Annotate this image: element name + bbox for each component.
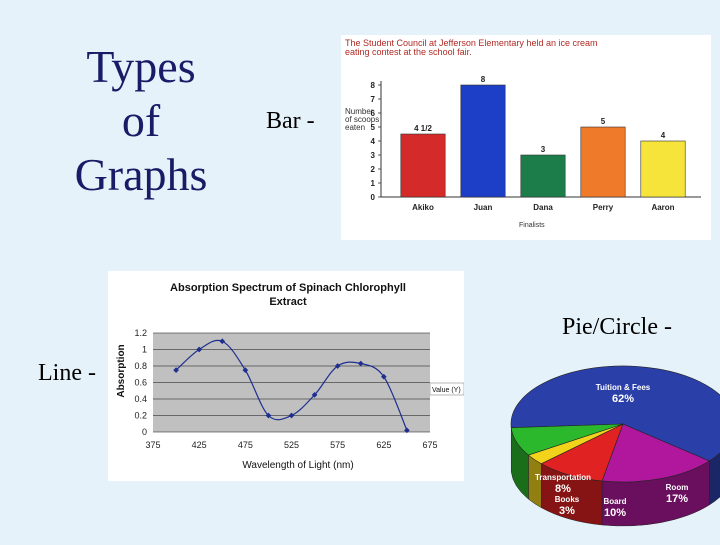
line-x-tick-label: 375 bbox=[145, 440, 160, 450]
line-y-tick-label: 0 bbox=[142, 427, 147, 437]
pie-chart-panel: Tuition & Fees 62% Room 17% Board 10% Books 3% T… bbox=[505, 352, 720, 540]
pie-slice-value: 8% bbox=[555, 483, 571, 495]
bar bbox=[640, 140, 686, 198]
line-label: Line - bbox=[38, 360, 96, 386]
line-point bbox=[288, 412, 295, 419]
line-x-tick-label: 675 bbox=[422, 440, 437, 450]
line-point bbox=[242, 367, 249, 373]
pie-slice-label: Books bbox=[555, 495, 580, 504]
title-line: of bbox=[121, 95, 161, 146]
line-point bbox=[219, 338, 226, 345]
pie-slice bbox=[510, 423, 624, 456]
bar-value-label: 3 bbox=[541, 145, 546, 154]
bar-category-label: Aaron bbox=[651, 203, 674, 212]
bar bbox=[460, 84, 506, 198]
pie-slice-label: Transportation bbox=[535, 473, 591, 482]
title-line: Types bbox=[86, 41, 196, 92]
line-y-tick-label: 0.2 bbox=[134, 411, 147, 421]
pie-slice-value: 17% bbox=[666, 493, 688, 505]
bar-value-label: 8 bbox=[481, 75, 486, 84]
line-point bbox=[404, 427, 410, 434]
bar-category-label: Akiko bbox=[412, 203, 434, 212]
bar-chart: The Student Council at Jefferson Element… bbox=[345, 38, 701, 229]
bar-xlabel: Finalists bbox=[519, 222, 545, 229]
line-legend: Value (Y) bbox=[432, 387, 461, 394]
line-y-tick-label: 1.2 bbox=[134, 328, 147, 338]
bar-chart-title-line2: eating contest at the school fair. bbox=[345, 47, 472, 57]
line-y-tick-label: 1 bbox=[142, 345, 147, 355]
pie-slice-value: 10% bbox=[604, 507, 626, 519]
pie-slice-label: Board bbox=[603, 497, 626, 506]
bar bbox=[520, 154, 566, 198]
line-y-tick-label: 0.6 bbox=[134, 378, 147, 388]
bar-value-label: 4 1/2 bbox=[414, 124, 432, 133]
bar-y-tick-label: 2 bbox=[371, 165, 376, 174]
line-y-tick-label: 0.4 bbox=[134, 394, 147, 404]
bar-category-label: Juan bbox=[474, 203, 493, 212]
title-line: Graphs bbox=[74, 149, 208, 200]
line-point bbox=[173, 367, 179, 373]
bar-category-label: Perry bbox=[593, 203, 614, 212]
bar-category-label: Dana bbox=[533, 203, 553, 212]
line-x-tick-label: 525 bbox=[284, 440, 299, 450]
line-chart-panel: Absorption Spectrum of Spinach Chlorophy… bbox=[108, 271, 464, 481]
bar-y-tick-label: 8 bbox=[371, 81, 376, 90]
bar-y-tick-label: 5 bbox=[371, 123, 376, 132]
bar-y-tick-label: 0 bbox=[371, 193, 376, 202]
bar-value-label: 5 bbox=[601, 117, 606, 126]
line-y-tick-label: 0.8 bbox=[134, 361, 147, 371]
line-point bbox=[311, 392, 318, 398]
bar bbox=[580, 126, 626, 198]
pie-label: Pie/Circle - bbox=[562, 314, 672, 340]
pie-slice bbox=[601, 423, 710, 483]
bar-chart-panel: The Student Council at Jefferson Element… bbox=[341, 35, 711, 240]
bar-chart-title: The Student Council at Jefferson Element… bbox=[345, 38, 597, 48]
pie-slice bbox=[510, 365, 720, 462]
line-x-tick-label: 575 bbox=[330, 440, 345, 450]
bar-value-label: 4 bbox=[661, 131, 666, 140]
bar-y-tick-label: 4 bbox=[371, 137, 376, 146]
bar-y-tick-label: 1 bbox=[371, 179, 376, 188]
line-point bbox=[196, 346, 202, 353]
line-point bbox=[265, 412, 272, 419]
bar-ylabel: Number of scoops eaten bbox=[345, 107, 379, 132]
pie-slice-value: 3% bbox=[559, 505, 575, 517]
bar-y-tick-label: 6 bbox=[371, 109, 376, 118]
line-chart-title: Absorption Spectrum of Spinach Chlorophy… bbox=[170, 282, 406, 308]
pie-slice-label: Tuition & Fees bbox=[596, 383, 651, 392]
bar-label: Bar - bbox=[266, 108, 315, 134]
bar-y-tick-label: 7 bbox=[371, 95, 376, 104]
pie-slice-label: Room bbox=[666, 483, 689, 492]
bar bbox=[400, 133, 446, 198]
bar-y-tick-label: 3 bbox=[371, 151, 376, 160]
line-x-tick-label: 425 bbox=[192, 440, 207, 450]
pie-slice-value: 62% bbox=[612, 393, 634, 405]
slide-title: Types of Graphs bbox=[58, 40, 224, 202]
line-ylabel: Absorption bbox=[116, 344, 127, 397]
line-point bbox=[334, 363, 341, 369]
line-x-tick-label: 475 bbox=[238, 440, 253, 450]
line-chart: Absorption Spectrum of Spinach Chlorophy… bbox=[116, 282, 464, 471]
line-x-tick-label: 625 bbox=[376, 440, 391, 450]
line-xlabel: Wavelength of Light (nm) bbox=[242, 460, 353, 471]
